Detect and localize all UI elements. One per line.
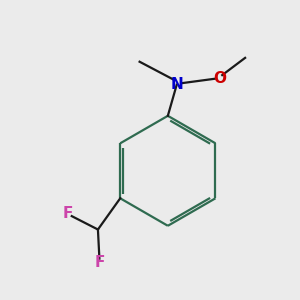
Text: F: F [63, 206, 74, 221]
Text: F: F [94, 255, 105, 270]
Text: N: N [170, 77, 183, 92]
Text: O: O [213, 71, 226, 86]
